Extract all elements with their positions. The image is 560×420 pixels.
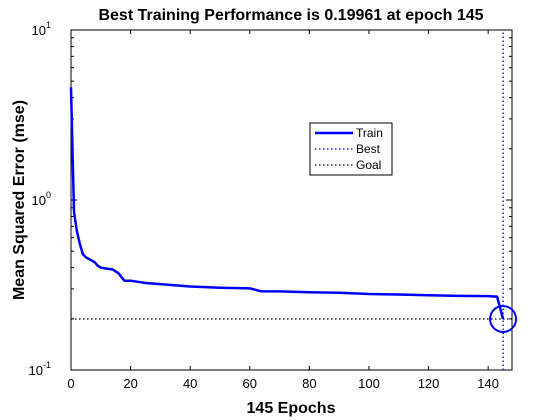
y-tick-label: 101	[32, 20, 51, 38]
x-axis-label: 145 Epochs	[247, 400, 336, 417]
chart-marks	[69, 30, 518, 370]
y-tick-base: 10	[32, 23, 46, 38]
x-tick-label: 20	[123, 376, 137, 391]
x-tick-label: 0	[67, 376, 74, 391]
y-tick-label: 100	[32, 190, 51, 208]
legend-label-goal: Goal	[356, 158, 381, 172]
y-tick-exponent: -1	[43, 360, 51, 370]
y-tick-exponent: 0	[46, 190, 51, 200]
x-tick-label: 140	[477, 376, 499, 391]
plot-area	[70, 29, 513, 371]
x-tick-label: 60	[243, 376, 257, 391]
legend-label-best: Best	[356, 142, 381, 156]
x-tick-label: 40	[183, 376, 197, 391]
y-tick-base: 10	[32, 193, 46, 208]
series-train-line	[69, 87, 505, 320]
x-tick-label: 80	[302, 376, 316, 391]
x-tick-label: 120	[418, 376, 440, 391]
y-tick-exponent: 1	[46, 20, 51, 30]
chart-legend: Train Best Goal	[309, 122, 393, 176]
y-tick-base: 10	[29, 363, 43, 378]
chart-title: Best Training Performance is 0.19961 at …	[98, 7, 483, 24]
legend-label-train: Train	[356, 126, 383, 140]
y-axis-label: Mean Squared Error (mse)	[11, 100, 28, 300]
x-tick-label: 100	[358, 376, 380, 391]
y-tick-label: 10-1	[29, 360, 51, 378]
best-epoch-marker	[489, 304, 518, 333]
